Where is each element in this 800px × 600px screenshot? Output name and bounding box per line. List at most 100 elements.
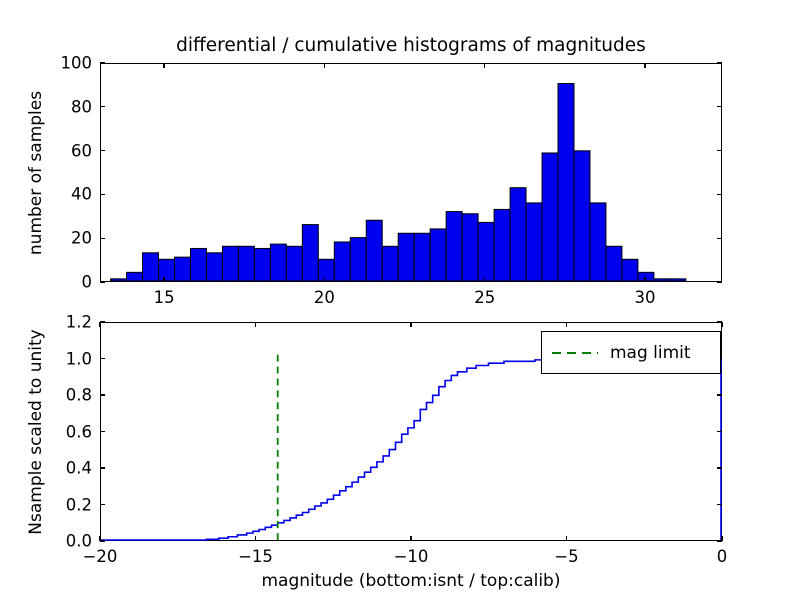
y-tick-mark bbox=[100, 237, 105, 239]
histogram-bar bbox=[189, 247, 207, 282]
y-tick-mark bbox=[717, 281, 722, 283]
x-tick-mark bbox=[721, 322, 723, 327]
x-tick-mark bbox=[99, 322, 101, 327]
bottom-y-tick-label-4: 0.8 bbox=[65, 385, 92, 405]
y-tick-mark bbox=[717, 394, 722, 396]
top-y-tick-label-5: 100 bbox=[60, 53, 93, 73]
histogram-bar bbox=[142, 252, 160, 282]
histogram-bar bbox=[126, 271, 144, 282]
x-tick-mark bbox=[644, 277, 646, 282]
bottom-y-tick-label-3: 0.6 bbox=[65, 422, 92, 441]
y-tick-mark bbox=[100, 193, 105, 196]
top-x-tick-label-2: 25 bbox=[474, 288, 496, 307]
y-tick-mark bbox=[717, 106, 722, 108]
histogram-bar bbox=[301, 224, 319, 282]
histogram-bar bbox=[669, 278, 687, 282]
x-tick-mark bbox=[565, 322, 568, 327]
y-tick-mark bbox=[717, 503, 722, 506]
histogram-bar bbox=[493, 208, 511, 282]
histogram-bar bbox=[317, 258, 335, 282]
histogram-bar bbox=[477, 221, 495, 282]
histogram-bar bbox=[637, 271, 655, 282]
cumulative-series-line bbox=[101, 358, 721, 541]
y-tick-mark bbox=[100, 357, 105, 360]
histogram-bar bbox=[158, 258, 176, 282]
top-y-tick-label-4: 80 bbox=[71, 97, 92, 117]
histogram-bar bbox=[269, 243, 287, 282]
histogram-bar bbox=[557, 83, 575, 282]
x-tick-mark bbox=[410, 322, 412, 327]
top-x-tick-label-3: 30 bbox=[634, 288, 656, 307]
y-tick-mark bbox=[100, 62, 105, 64]
histogram-bar bbox=[381, 245, 399, 282]
x-tick-mark bbox=[254, 536, 257, 541]
top-y-tick-label-2: 40 bbox=[71, 184, 92, 204]
x-tick-mark bbox=[484, 277, 486, 282]
histogram-bar bbox=[237, 245, 255, 282]
histogram-bar bbox=[525, 202, 543, 282]
histogram-bar bbox=[445, 211, 463, 282]
bottom-y-tick-label-1: 0.2 bbox=[65, 495, 92, 514]
y-tick-mark bbox=[100, 149, 105, 152]
y-tick-mark bbox=[717, 540, 722, 542]
x-tick-mark bbox=[484, 63, 486, 68]
x-tick-mark bbox=[323, 63, 326, 68]
histogram-bars bbox=[110, 83, 687, 282]
top-axes-frame bbox=[100, 63, 722, 282]
x-axis-label: magnitude (bottom:isnt / top:calib) bbox=[261, 571, 561, 591]
cumulative-curve bbox=[101, 350, 722, 541]
histogram-bar bbox=[621, 258, 639, 282]
top-x-tick-label-0: 15 bbox=[153, 288, 175, 307]
y-tick-mark bbox=[100, 467, 105, 469]
histogram-bar bbox=[541, 152, 559, 282]
y-tick-mark bbox=[100, 106, 105, 108]
bottom-x-tick-label-1: −15 bbox=[238, 547, 273, 566]
y-tick-mark bbox=[100, 503, 105, 506]
histogram-bar bbox=[397, 232, 415, 282]
histogram-bar bbox=[365, 219, 383, 282]
bottom-plot-area bbox=[101, 323, 722, 541]
top-y-tick-label-3: 60 bbox=[71, 141, 92, 161]
histogram-bar bbox=[413, 232, 431, 282]
y-tick-mark bbox=[100, 540, 105, 542]
x-tick-mark bbox=[163, 277, 165, 282]
histogram-bar bbox=[429, 228, 447, 282]
bottom-y-tick-label-2: 0.4 bbox=[65, 458, 92, 478]
y-tick-mark bbox=[100, 281, 105, 283]
y-tick-mark bbox=[100, 394, 105, 396]
y-tick-mark bbox=[717, 62, 722, 64]
bottom-y-tick-label-5: 1.0 bbox=[65, 349, 92, 368]
y-tick-mark bbox=[717, 237, 722, 239]
x-tick-mark bbox=[163, 63, 165, 68]
x-tick-mark bbox=[644, 63, 646, 68]
bottom-y-tick-label-0: 0.0 bbox=[65, 531, 92, 551]
histogram-bar bbox=[221, 245, 239, 282]
chart-title: differential / cumulative histograms of … bbox=[176, 35, 646, 56]
bottom-x-tick-label-3: −5 bbox=[554, 547, 579, 566]
x-tick-mark bbox=[99, 536, 101, 541]
y-tick-mark bbox=[717, 149, 722, 152]
y-tick-mark bbox=[717, 467, 722, 469]
y-tick-mark bbox=[717, 321, 722, 323]
mag-limit-line-swatch bbox=[552, 351, 598, 354]
legend: mag limit bbox=[541, 331, 721, 374]
top-x-tick-label-1: 20 bbox=[313, 288, 335, 307]
top-y-tick-label-1: 20 bbox=[71, 228, 92, 248]
x-tick-mark bbox=[721, 536, 723, 541]
histogram-bar bbox=[110, 278, 128, 282]
bottom-y-tick-label-6: 1.2 bbox=[65, 312, 92, 332]
x-tick-mark bbox=[323, 277, 326, 282]
x-tick-mark bbox=[410, 536, 412, 541]
histogram-bar bbox=[349, 237, 367, 282]
histogram-bar bbox=[461, 213, 479, 282]
histogram-bar bbox=[205, 252, 223, 282]
legend-label-mag-limit: mag limit bbox=[610, 342, 691, 363]
histogram-bar bbox=[333, 241, 351, 282]
bottom-x-tick-label-4: 0 bbox=[716, 547, 728, 566]
y-tick-mark bbox=[100, 321, 105, 323]
histogram-bar bbox=[589, 202, 607, 282]
bottom-x-tick-label-2: −10 bbox=[393, 547, 429, 566]
histogram-bar bbox=[509, 187, 527, 282]
top-y-tick-label-0: 0 bbox=[81, 272, 93, 292]
